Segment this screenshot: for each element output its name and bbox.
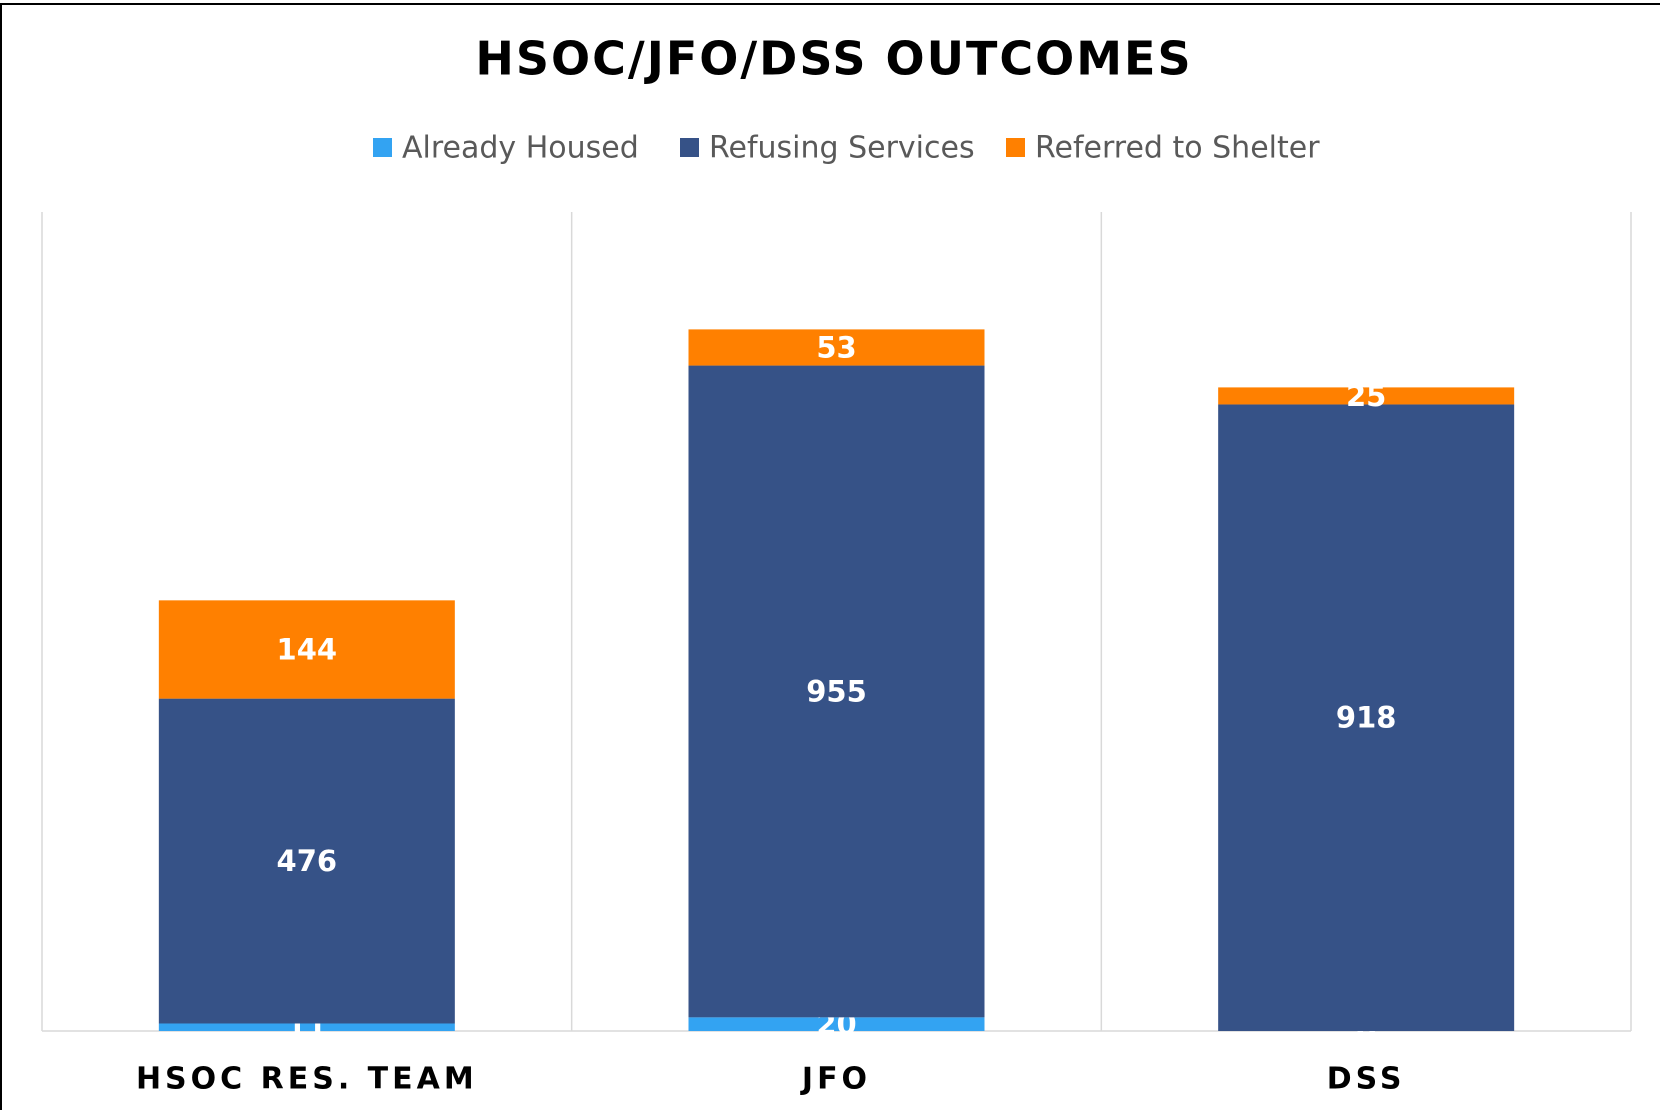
bar-segment bbox=[158, 1023, 455, 1031]
legend-swatch bbox=[680, 138, 699, 157]
x-tick-label: HSOC RES. TEAM bbox=[136, 1062, 478, 1097]
bar-segment bbox=[1218, 387, 1515, 405]
chart-title: HSOC/JFO/DSS OUTCOMES bbox=[475, 32, 1192, 86]
bar-segment bbox=[688, 365, 985, 1018]
bar-segment bbox=[158, 600, 455, 699]
data-label: 144 bbox=[277, 632, 338, 666]
x-tick-label: DSS bbox=[1327, 1062, 1406, 1097]
data-label: 918 bbox=[1336, 701, 1397, 735]
data-label: 53 bbox=[816, 330, 856, 364]
legend-swatch bbox=[1006, 138, 1025, 157]
data-label: 25 bbox=[1346, 379, 1386, 413]
data-label: 476 bbox=[277, 844, 338, 878]
bar-segment bbox=[688, 329, 985, 366]
chart-border bbox=[0, 3, 1660, 1110]
legend-label: Refusing Services bbox=[709, 131, 975, 166]
x-tick-label: JFO bbox=[800, 1062, 871, 1097]
bar-segment bbox=[158, 698, 455, 1024]
bar-segment bbox=[688, 1017, 985, 1031]
bar-segment bbox=[1218, 404, 1515, 1032]
data-label: 955 bbox=[806, 674, 867, 708]
legend-swatch bbox=[373, 138, 392, 157]
legend-label: Referred to Shelter bbox=[1035, 131, 1320, 166]
legend-label: Already Housed bbox=[402, 131, 639, 166]
